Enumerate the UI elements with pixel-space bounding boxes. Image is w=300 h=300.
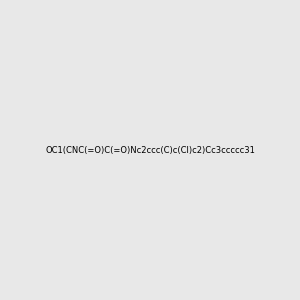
Text: OC1(CNC(=O)C(=O)Nc2ccc(C)c(Cl)c2)Cc3ccccc31: OC1(CNC(=O)C(=O)Nc2ccc(C)c(Cl)c2)Cc3cccc…: [45, 146, 255, 154]
